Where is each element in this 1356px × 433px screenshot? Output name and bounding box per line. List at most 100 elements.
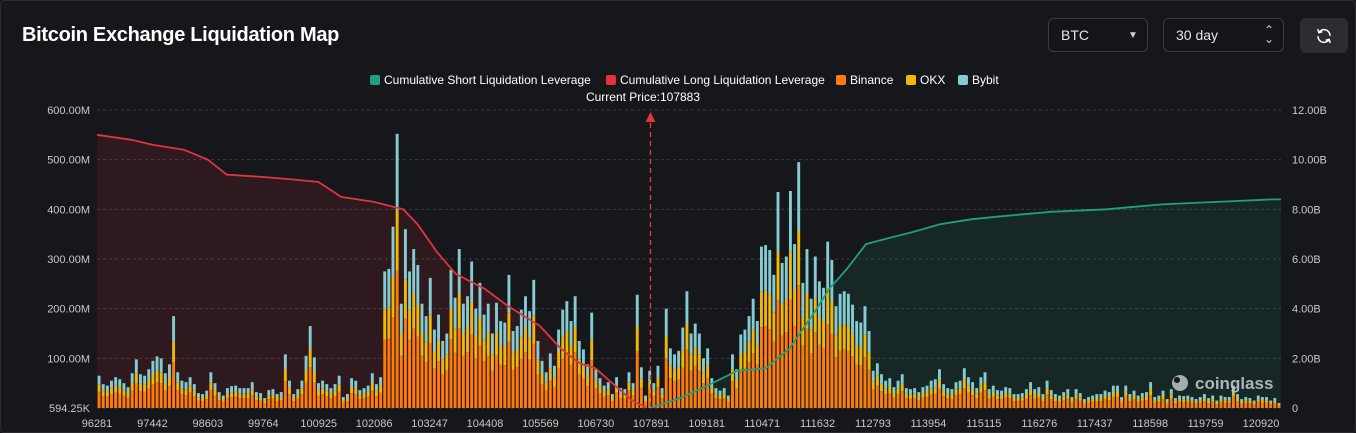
bar-binance bbox=[1132, 399, 1136, 408]
bar-binance bbox=[1140, 400, 1144, 408]
legend-item-cumulative-long-liquidation-leverage[interactable]: Cumulative Long Liquidation Leverage bbox=[606, 73, 825, 87]
bar-binance bbox=[470, 334, 474, 408]
bar-binance bbox=[1161, 399, 1165, 408]
bar-binance bbox=[478, 345, 482, 408]
liquidation-bar bbox=[714, 388, 718, 408]
liquidation-bar bbox=[1107, 392, 1111, 408]
bar-bybit bbox=[250, 382, 254, 390]
bar-binance bbox=[453, 352, 457, 408]
x-axis-tick: 115115 bbox=[966, 418, 1001, 430]
legend-item-binance[interactable]: Binance bbox=[836, 73, 894, 87]
liquidation-bar bbox=[242, 388, 246, 408]
bar-bybit bbox=[764, 245, 768, 291]
bar-bybit bbox=[561, 309, 565, 338]
bar-bybit bbox=[403, 229, 407, 280]
liquidation-bar bbox=[333, 384, 337, 408]
bar-okx bbox=[424, 341, 428, 363]
bar-okx bbox=[904, 393, 908, 399]
bar-bybit bbox=[300, 380, 304, 389]
liquidation-bar bbox=[693, 323, 697, 408]
bar-binance bbox=[871, 389, 875, 409]
refresh-button[interactable] bbox=[1300, 18, 1348, 53]
coin-select[interactable]: BTC ▼ bbox=[1048, 18, 1148, 52]
bar-binance bbox=[1012, 401, 1016, 408]
bar-binance bbox=[722, 398, 726, 408]
liquidation-bar bbox=[851, 304, 854, 408]
bar-binance bbox=[693, 365, 697, 408]
bar-binance bbox=[205, 399, 209, 408]
bar-okx bbox=[710, 386, 714, 394]
cumulative-short-line bbox=[651, 198, 1281, 409]
liquidation-bar bbox=[486, 303, 490, 408]
liquidation-bar bbox=[366, 385, 370, 408]
bar-binance bbox=[1223, 402, 1227, 408]
bar-okx bbox=[726, 399, 730, 402]
bar-bybit bbox=[875, 363, 879, 376]
liquidation-bar bbox=[1140, 393, 1144, 408]
bar-binance bbox=[341, 402, 345, 408]
bar-bybit bbox=[213, 383, 217, 391]
bar-bybit bbox=[925, 385, 929, 392]
x-axis-tick: 104408 bbox=[467, 418, 504, 430]
chart-legend[interactable]: Cumulative Short Liquidation Leverage Cum… bbox=[370, 73, 999, 87]
bar-binance bbox=[540, 384, 544, 408]
liquidation-bar bbox=[474, 308, 478, 408]
bar-okx bbox=[855, 345, 859, 365]
bar-okx bbox=[288, 388, 291, 395]
bar-bybit bbox=[1215, 400, 1219, 403]
x-axis-tick: 103247 bbox=[411, 418, 448, 430]
bar-bybit bbox=[1227, 397, 1231, 401]
coinglass-watermark: coinglass bbox=[1172, 374, 1273, 393]
bar-okx bbox=[780, 303, 784, 336]
bar-binance bbox=[126, 397, 130, 408]
bar-bybit bbox=[329, 388, 333, 394]
liquidation-bar bbox=[143, 375, 147, 408]
bar-okx bbox=[660, 393, 664, 399]
up-down-chevron-icon: ⌃ ⌄ bbox=[1263, 23, 1275, 46]
bar-bybit bbox=[1169, 389, 1173, 395]
bar-okx bbox=[1058, 399, 1061, 402]
legend-item-bybit[interactable]: Bybit bbox=[958, 73, 999, 87]
liquidation-bar bbox=[350, 378, 354, 408]
bar-bybit bbox=[954, 382, 958, 390]
bar-binance bbox=[602, 396, 606, 408]
bar-binance bbox=[1095, 401, 1099, 408]
liquidation-bar bbox=[1165, 399, 1169, 408]
bar-bybit bbox=[242, 388, 246, 394]
bar-bybit bbox=[933, 379, 937, 388]
liquidation-bar bbox=[834, 306, 838, 408]
bar-okx bbox=[416, 305, 420, 337]
bar-binance bbox=[846, 350, 850, 408]
liquidation-bar bbox=[507, 274, 511, 408]
bar-okx bbox=[254, 396, 258, 401]
bar-binance bbox=[606, 395, 610, 408]
bar-binance bbox=[590, 360, 594, 408]
legend-item-cumulative-short-liquidation-leverage[interactable]: Cumulative Short Liquidation Leverage bbox=[370, 73, 591, 87]
bar-okx bbox=[751, 329, 755, 354]
liquidation-bar bbox=[784, 256, 788, 408]
bar-bybit bbox=[1099, 394, 1103, 398]
bar-okx bbox=[482, 340, 486, 362]
liquidation-bar bbox=[917, 392, 921, 408]
liquidation-bar bbox=[1037, 387, 1041, 408]
bar-okx bbox=[1252, 402, 1256, 405]
x-axis-tick: 98603 bbox=[193, 418, 224, 430]
legend-item-okx[interactable]: OKX bbox=[906, 73, 945, 87]
bar-bybit bbox=[1091, 395, 1095, 400]
liquidation-bar bbox=[1211, 395, 1215, 408]
bar-okx bbox=[1165, 401, 1169, 404]
bar-bybit bbox=[660, 388, 664, 394]
bar-bybit bbox=[437, 314, 440, 341]
bar-okx bbox=[1020, 397, 1024, 401]
bar-bybit bbox=[598, 378, 602, 387]
bar-okx bbox=[623, 394, 627, 399]
period-select[interactable]: 30 day ⌃ ⌄ bbox=[1163, 18, 1284, 52]
bar-okx bbox=[217, 396, 221, 401]
bar-binance bbox=[1045, 394, 1049, 408]
bar-binance bbox=[938, 388, 941, 408]
liquidation-bar bbox=[900, 374, 904, 408]
liquidation-bar bbox=[250, 382, 254, 408]
bar-okx bbox=[213, 390, 217, 396]
bar-okx bbox=[673, 369, 676, 382]
left-axis-tick: 200.00M bbox=[47, 304, 90, 316]
